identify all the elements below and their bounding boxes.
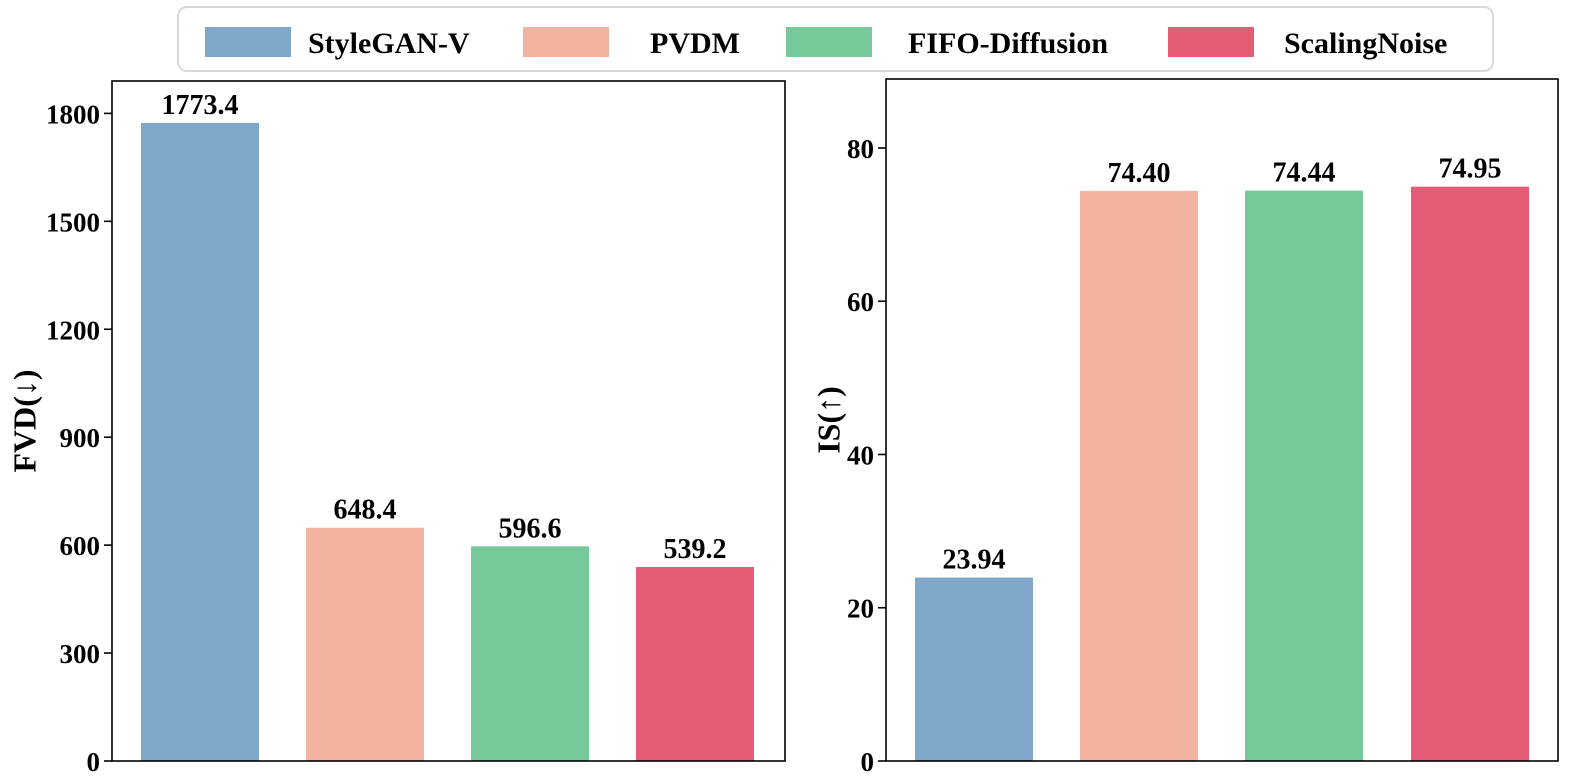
bar-value-label: 539.2 (664, 534, 727, 565)
bar-pvdm (306, 527, 424, 761)
bar-pvdm (1080, 190, 1198, 761)
legend-swatch (205, 27, 291, 57)
legend-label: StyleGAN-V (308, 27, 470, 60)
bar-value-label: 74.40 (1108, 158, 1171, 189)
bar-scalingnoise (636, 567, 754, 761)
y-tick-label: 40 (847, 440, 874, 470)
bar-value-label: 648.4 (334, 495, 397, 526)
legend-label: ScalingNoise (1284, 27, 1447, 60)
y-tick-label: 80 (847, 134, 874, 164)
legend-swatch (786, 27, 872, 57)
legend-swatch (1168, 27, 1254, 57)
y-tick-label: 20 (847, 594, 874, 624)
bar-fifo-diffusion (1245, 190, 1363, 761)
y-axis-title: IS(↑) (810, 386, 846, 454)
y-tick-label: 300 (60, 639, 101, 669)
y-tick-label: 1500 (46, 207, 100, 237)
y-tick-label: 60 (847, 287, 874, 317)
bar-value-label: 1773.4 (162, 90, 239, 121)
bar-stylegan-v (141, 122, 259, 762)
bar-scalingnoise (1411, 186, 1529, 761)
legend-label: FIFO-Diffusion (908, 27, 1108, 60)
bar-value-label: 596.6 (499, 513, 562, 544)
fvd-chart: 1773.4 648.4 596.6 539.2 0 300 600 900 1200 1500 1… (6, 80, 786, 777)
y-tick-label: 1200 (46, 315, 100, 345)
y-tick-label: 0 (87, 747, 101, 777)
axes-frame (111, 80, 786, 762)
y-tick-label: 1800 (46, 99, 100, 129)
bar-fifo-diffusion (471, 546, 589, 761)
legend: StyleGAN-V PVDM FIFO-Diffusion ScalingNoise (177, 6, 1494, 72)
y-tick-label: 0 (861, 747, 875, 777)
legend-swatch (523, 27, 609, 57)
is-chart: 23.94 74.40 74.44 74.95 0 20 40 60 80 IS(↑) (810, 78, 1559, 777)
y-tick-label: 900 (60, 423, 101, 453)
bar-value-label: 74.95 (1439, 154, 1502, 185)
y-tick-label: 600 (60, 531, 101, 561)
legend-label: PVDM (650, 27, 740, 60)
bar-stylegan-v (915, 577, 1033, 761)
axes-frame (885, 78, 1559, 762)
bar-value-label: 74.44 (1273, 158, 1336, 189)
bar-value-label: 23.94 (943, 545, 1006, 576)
y-axis-title: FVD(↓) (6, 369, 42, 472)
